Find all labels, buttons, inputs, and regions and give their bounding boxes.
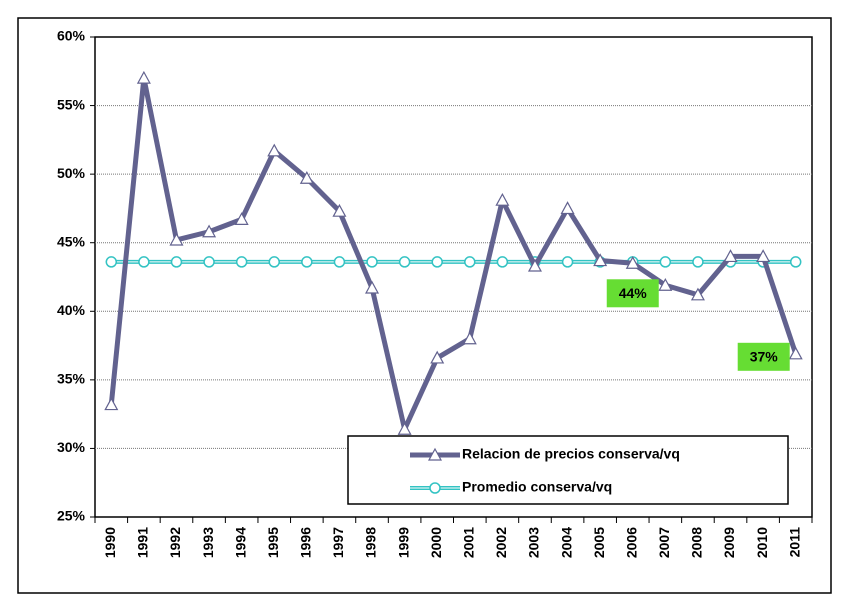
data-point	[496, 256, 509, 268]
x-tick-label: 1993	[200, 527, 216, 558]
data-point	[756, 249, 771, 263]
data-point	[690, 287, 705, 301]
x-tick-label: 2008	[689, 527, 705, 558]
y-tick-label: 35%	[57, 371, 86, 387]
data-point	[105, 256, 118, 268]
y-tick-label: 30%	[57, 439, 86, 455]
data-point	[235, 256, 248, 268]
data-point	[788, 346, 803, 360]
x-tick-label: 2004	[558, 527, 574, 558]
data-point	[560, 201, 575, 215]
x-tick-label: 2005	[591, 527, 607, 558]
data-point	[170, 256, 183, 268]
x-tick-label: 2006	[623, 527, 639, 558]
data-point	[202, 224, 217, 238]
data-point	[398, 256, 411, 268]
data-point	[464, 256, 476, 268]
data-point	[561, 256, 574, 268]
series-line	[108, 75, 799, 432]
data-point	[659, 256, 672, 268]
x-tick-label: 1994	[232, 527, 248, 558]
y-tick-label: 55%	[57, 96, 86, 112]
data-point	[658, 277, 673, 291]
x-tick-label: 2003	[526, 527, 542, 558]
x-tick-label: 2010	[754, 527, 770, 558]
data-point	[365, 280, 380, 294]
y-tick-label: 40%	[57, 302, 86, 318]
x-tick-label: 2000	[428, 527, 444, 558]
data-point	[333, 256, 346, 268]
data-point	[527, 258, 542, 272]
y-tick-label: 60%	[57, 28, 86, 44]
x-tick-label: 2011	[786, 527, 802, 558]
data-point	[138, 256, 150, 268]
data-label: 37%	[750, 349, 779, 365]
x-tick-label: 1999	[395, 527, 411, 558]
data-point	[299, 171, 314, 184]
data-label: 44%	[619, 285, 648, 301]
data-point	[692, 256, 704, 268]
x-tick-label: 1995	[265, 527, 281, 558]
data-point	[625, 256, 640, 269]
data-point	[397, 421, 412, 435]
x-tick-label: 1990	[102, 527, 118, 558]
x-tick-label: 1998	[363, 527, 379, 558]
legend	[347, 435, 789, 505]
data-point	[267, 143, 282, 157]
data-point	[268, 256, 280, 268]
y-tick-label: 50%	[57, 165, 86, 181]
data-label-box	[737, 342, 790, 371]
legend-marker	[427, 447, 443, 461]
data-point	[723, 249, 738, 263]
legend-marker	[429, 482, 441, 494]
x-tick-label: 2007	[656, 527, 672, 558]
y-tick-label: 45%	[57, 233, 86, 249]
x-tick-label: 2001	[460, 527, 476, 558]
data-point	[430, 350, 445, 364]
data-point	[789, 256, 802, 268]
x-tick-label: 1991	[135, 527, 151, 558]
x-tick-label: 2002	[493, 527, 509, 558]
data-point	[431, 256, 443, 268]
data-label-box	[606, 279, 659, 308]
y-tick-label: 25%	[57, 508, 86, 524]
x-tick-label: 1996	[298, 527, 314, 558]
legend-label: Relacion de precios conserva/vq	[462, 446, 680, 462]
data-point	[234, 212, 249, 225]
data-point	[332, 203, 347, 217]
legend-label: Promedio conserva/vq	[462, 479, 612, 495]
x-tick-label: 1997	[330, 527, 346, 558]
data-point	[136, 70, 151, 84]
data-point	[593, 253, 608, 267]
data-point	[104, 397, 119, 411]
x-tick-label: 1992	[167, 527, 183, 558]
data-point	[366, 256, 378, 268]
data-point	[169, 232, 184, 246]
data-point	[301, 256, 313, 268]
data-point	[462, 331, 477, 345]
data-point	[495, 192, 510, 206]
x-tick-label: 2009	[721, 527, 737, 558]
data-point	[203, 256, 215, 268]
